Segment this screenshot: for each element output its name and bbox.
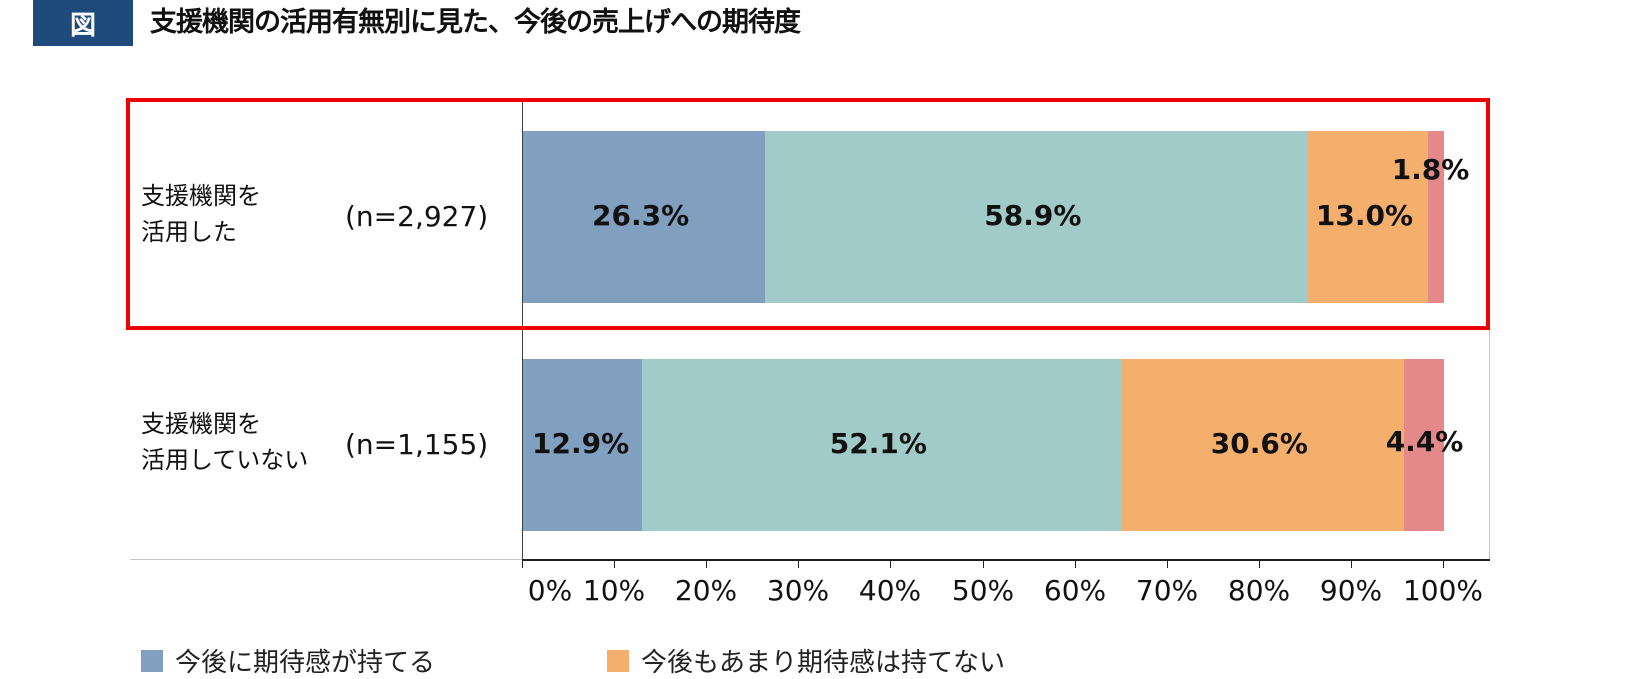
x-tick-label: 80%: [1227, 574, 1291, 607]
row-label-line2: 活用していない: [141, 446, 309, 474]
bar-used: 26.3% 58.9% 13.0% 1.8%: [523, 131, 1469, 303]
value-label: 58.9%: [984, 199, 1082, 232]
plot-area-border: [1489, 330, 1490, 560]
value-label: 12.9%: [532, 427, 630, 460]
row-label-not-used: 支援機関を 活用していない: [141, 406, 308, 478]
x-tick: [798, 561, 799, 568]
x-tick-label: 20%: [674, 574, 738, 607]
row-label-line2: 活用した: [141, 218, 237, 246]
legend-swatch: [607, 649, 629, 672]
legend-item-not-much: 今後もあまり期待感は持てない: [607, 642, 1005, 679]
bar-segment-expect: 26.3%: [523, 131, 766, 303]
row-n-not-used: (n=1,155): [345, 428, 489, 461]
x-axis: [522, 559, 1490, 561]
value-label: 52.1%: [829, 427, 927, 460]
bar-segment-none: 1.8%: [1392, 131, 1469, 303]
x-tick-label: 0%: [527, 574, 573, 607]
x-tick: [1443, 561, 1444, 568]
x-tick: [1351, 561, 1352, 568]
bar-not-used: 12.9% 52.1% 30.6% 4.4%: [523, 359, 1463, 531]
x-tick: [522, 561, 523, 568]
legend-item-expect: 今後に期待感が持てる: [141, 642, 435, 679]
legend-label: 今後に期待感が持てる: [175, 648, 436, 678]
highlight-box: [126, 98, 1490, 330]
x-tick: [706, 561, 707, 568]
value-label: 4.4%: [1385, 425, 1464, 458]
row-n-used: (n=2,927): [345, 200, 489, 233]
x-tick-label: 90%: [1319, 574, 1383, 607]
x-tick-label: 70%: [1135, 574, 1199, 607]
row-label-line1: 支援機関を: [141, 182, 261, 210]
x-tick-label: 50%: [951, 574, 1015, 607]
y-axis: [522, 100, 523, 560]
row-label-used: 支援機関を 活用した: [141, 178, 261, 250]
value-label: 30.6%: [1210, 427, 1308, 460]
x-tick: [1167, 561, 1168, 568]
value-label: 26.3%: [592, 199, 690, 232]
x-tick-label: 40%: [858, 574, 922, 607]
x-tick-label: 30%: [766, 574, 830, 607]
chart-title: 支援機関の活用有無別に見た、今後の売上げへの期待度: [150, 7, 801, 38]
x-tick: [1259, 561, 1260, 568]
x-tick: [1075, 561, 1076, 568]
legend-label: 今後もあまり期待感は持てない: [641, 648, 1006, 678]
bar-segment-none: 4.4%: [1386, 359, 1463, 531]
bar-segment-somewhat: 52.1%: [641, 359, 1122, 531]
bar-segment-somewhat: 58.9%: [765, 131, 1308, 303]
x-tick-label: 60%: [1043, 574, 1107, 607]
x-tick-label: 100%: [1402, 574, 1484, 607]
figure-badge: 図: [33, 0, 133, 46]
category-separator-line: [130, 559, 522, 560]
bar-segment-expect: 12.9%: [523, 359, 642, 531]
row-label-line1: 支援機関を: [141, 410, 261, 438]
x-tick: [614, 561, 615, 568]
x-tick: [890, 561, 891, 568]
legend-swatch: [141, 649, 163, 672]
bar-segment-not-much: 13.0%: [1307, 131, 1428, 303]
value-label: 13.0%: [1315, 199, 1414, 232]
bar-segment-not-much: 30.6%: [1121, 359, 1404, 531]
value-label: 1.8%: [1391, 153, 1470, 186]
x-tick-label: 10%: [582, 574, 646, 607]
x-tick: [983, 561, 984, 568]
